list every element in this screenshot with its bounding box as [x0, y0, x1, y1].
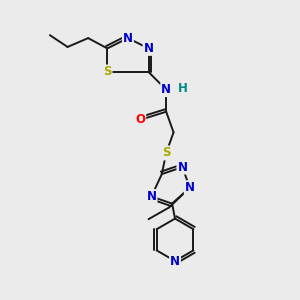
- Text: S: S: [162, 146, 170, 159]
- Text: N: N: [161, 83, 171, 96]
- Text: N: N: [170, 254, 180, 268]
- Text: N: N: [177, 160, 188, 174]
- Text: N: N: [185, 181, 195, 194]
- Text: N: N: [143, 42, 154, 55]
- Text: N: N: [123, 32, 133, 45]
- Text: N: N: [146, 190, 157, 203]
- Text: H: H: [177, 82, 187, 95]
- Text: O: O: [135, 112, 145, 126]
- Text: S: S: [103, 65, 112, 79]
